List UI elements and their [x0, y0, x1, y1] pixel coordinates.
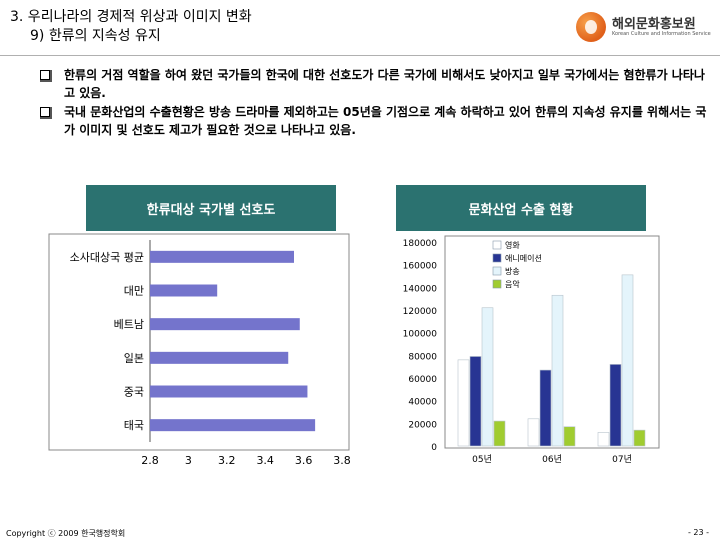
category-label: 06년	[542, 454, 562, 465]
logo-emblem-icon	[576, 12, 606, 42]
logo: 해외문화홍보원 Korean Culture and Information S…	[576, 10, 712, 46]
bar	[150, 385, 308, 398]
page-number: - 23 -	[688, 528, 710, 537]
category-label: 07년	[612, 454, 632, 465]
category-label: 베트남	[114, 318, 144, 331]
bar	[527, 418, 540, 447]
bullet-text: 국내 문화산업의 수출현황은 방송 드라마를 제외하고는 05년을 기점으로 계…	[64, 105, 707, 137]
bar	[493, 420, 506, 447]
bar	[633, 429, 646, 447]
y-tick-label: 160000	[403, 262, 438, 272]
bar	[457, 359, 470, 447]
y-tick-label: 100000	[403, 330, 438, 340]
bullet-item: 국내 문화산업의 수출현황은 방송 드라마를 제외하고는 05년을 기점으로 계…	[38, 103, 708, 139]
x-tick-label: 3.4	[256, 454, 274, 467]
y-tick-label: 180000	[403, 239, 438, 249]
bar	[150, 419, 316, 432]
legend-label: 영화	[505, 240, 520, 250]
page-title: 3. 우리나라의 경제적 위상과 이미지 변화 9) 한류의 지속성 유지	[10, 8, 252, 46]
checkbox-bullet-icon	[40, 70, 52, 82]
plot-frame	[444, 235, 660, 449]
bar	[150, 318, 300, 331]
bar	[609, 364, 622, 447]
bar	[551, 294, 564, 447]
logo-subtitle: Korean Culture and Information Service	[612, 31, 711, 37]
category-label: 소사대상국 평균	[70, 251, 144, 264]
logo-name: 해외문화홍보원	[612, 17, 696, 32]
checkbox-bullet-icon	[40, 107, 52, 119]
bar	[469, 356, 482, 447]
bar	[621, 274, 634, 447]
bar	[150, 284, 218, 297]
export-chart: 0 20000 40000 60000 80000 100000 120000 140000 1…	[403, 235, 660, 465]
legend-label: 음악	[505, 279, 520, 289]
y-tick-label: 0	[431, 443, 437, 453]
x-tick-label: 3.8	[333, 454, 351, 467]
x-tick-label: 3.6	[295, 454, 313, 467]
bullet-item: 한류의 거점 역할을 하여 왔던 국가들의 한국에 대한 선호도가 다른 국가에…	[38, 66, 708, 102]
category-label: 태국	[124, 419, 144, 432]
bar	[539, 369, 552, 447]
x-tick-label: 3	[185, 454, 192, 467]
title-line-1: 3. 우리나라의 경제적 위상과 이미지 변화	[10, 9, 252, 25]
x-tick-label: 3.2	[218, 454, 236, 467]
right-chart-header: 문화산업 수출 현황	[396, 185, 646, 231]
header-divider	[0, 55, 720, 56]
plot-frame	[48, 233, 350, 451]
y-tick-label: 40000	[408, 398, 437, 408]
y-tick-label: 120000	[403, 307, 438, 317]
bar	[150, 250, 294, 263]
legend-label: 애니메이션	[505, 253, 542, 263]
y-tick-label: 60000	[408, 375, 437, 385]
y-tick-label: 140000	[403, 284, 438, 294]
left-chart-header: 한류대상 국가별 선호도	[86, 185, 336, 231]
category-label: 일본	[124, 351, 144, 365]
legend-swatch	[492, 279, 502, 289]
copyright: Copyright ⓒ 2009 한국행정학회	[6, 529, 126, 538]
y-tick-label: 80000	[408, 352, 437, 362]
bullet-text: 한류의 거점 역할을 하여 왔던 국가들의 한국에 대한 선호도가 다른 국가에…	[64, 68, 705, 100]
legend-label: 방송	[505, 266, 520, 276]
bar	[150, 351, 289, 364]
category-label: 대만	[124, 285, 144, 298]
bar	[597, 432, 610, 447]
legend-swatch	[492, 266, 502, 276]
category-label: 05년	[472, 454, 492, 465]
category-label: 중국	[124, 386, 144, 399]
bullet-list: 한류의 거점 역할을 하여 왔던 국가들의 한국에 대한 선호도가 다른 국가에…	[38, 66, 708, 140]
x-tick-label: 2.8	[141, 454, 159, 467]
legend-swatch	[492, 253, 502, 263]
legend-swatch	[492, 240, 502, 250]
y-tick-label: 20000	[408, 420, 437, 430]
bar	[481, 307, 494, 447]
title-line-2: 9) 한류의 지속성 유지	[30, 28, 161, 44]
bar	[563, 426, 576, 447]
